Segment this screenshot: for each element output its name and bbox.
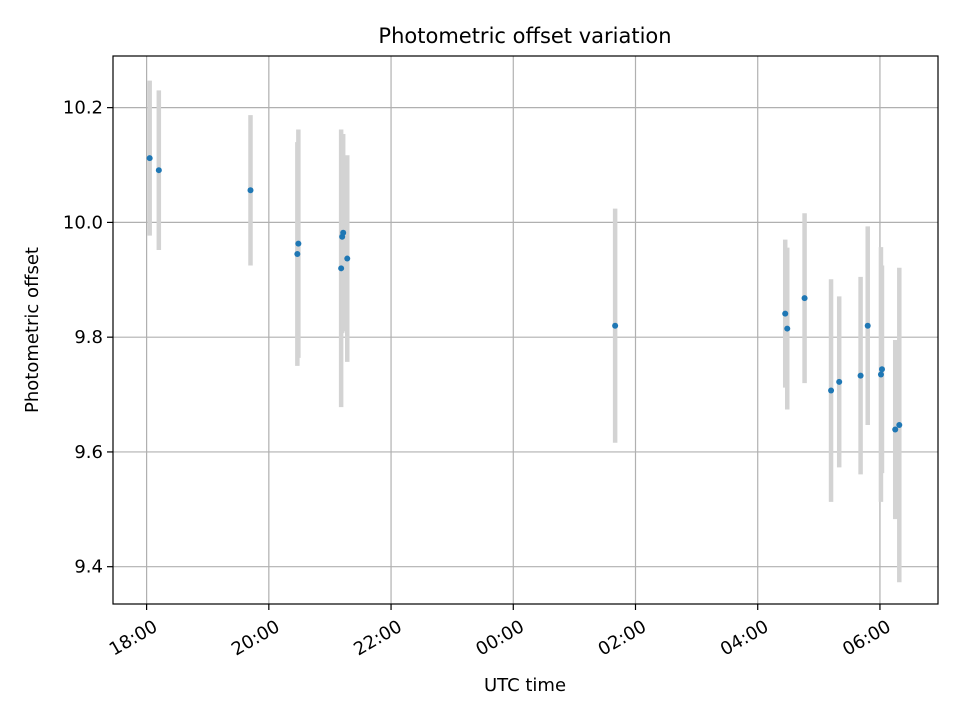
plot-frame <box>112 55 939 605</box>
data-point <box>146 155 153 162</box>
x-axis-label: UTC time <box>484 675 566 696</box>
data-point <box>344 255 351 262</box>
data-point <box>892 426 899 433</box>
chart-title: Photometric offset variation <box>378 24 671 48</box>
data-point <box>801 295 808 302</box>
y-tick-label: 9.6 <box>74 442 103 463</box>
y-tick-label: 9.4 <box>74 557 103 578</box>
x-tick-label: 04:00 <box>717 616 772 660</box>
data-point <box>877 371 884 378</box>
y-axis-label: Photometric offset <box>22 247 43 413</box>
data-point <box>878 366 885 373</box>
x-axis-ticks: 18:00 20:00 22:00 00:00 02:00 04:00 06:00 <box>106 604 895 660</box>
x-tick-label: 22:00 <box>350 616 405 660</box>
data-points <box>146 155 903 433</box>
x-tick-label: 02:00 <box>595 616 650 660</box>
data-point <box>155 167 162 174</box>
data-point <box>857 372 864 379</box>
data-point <box>612 322 619 329</box>
data-point <box>338 265 345 272</box>
y-tick-label: 10.0 <box>63 212 103 233</box>
data-point <box>295 240 302 247</box>
x-tick-label: 20:00 <box>228 616 283 660</box>
data-point <box>294 250 301 257</box>
x-tick-label: 18:00 <box>106 616 161 660</box>
data-point <box>828 387 835 394</box>
data-point <box>896 421 903 428</box>
data-point <box>340 229 347 236</box>
y-tick-label: 10.2 <box>63 98 103 119</box>
data-point <box>784 325 791 332</box>
grid-lines <box>113 56 938 604</box>
data-point <box>864 322 871 329</box>
y-tick-label: 9.8 <box>74 327 103 348</box>
x-tick-label: 00:00 <box>472 616 527 660</box>
x-tick-label: 06:00 <box>839 616 894 660</box>
y-axis-ticks: 9.4 9.6 9.8 10.0 10.2 <box>63 98 113 578</box>
data-point <box>247 187 254 194</box>
data-point <box>836 378 843 385</box>
data-point <box>782 310 789 317</box>
